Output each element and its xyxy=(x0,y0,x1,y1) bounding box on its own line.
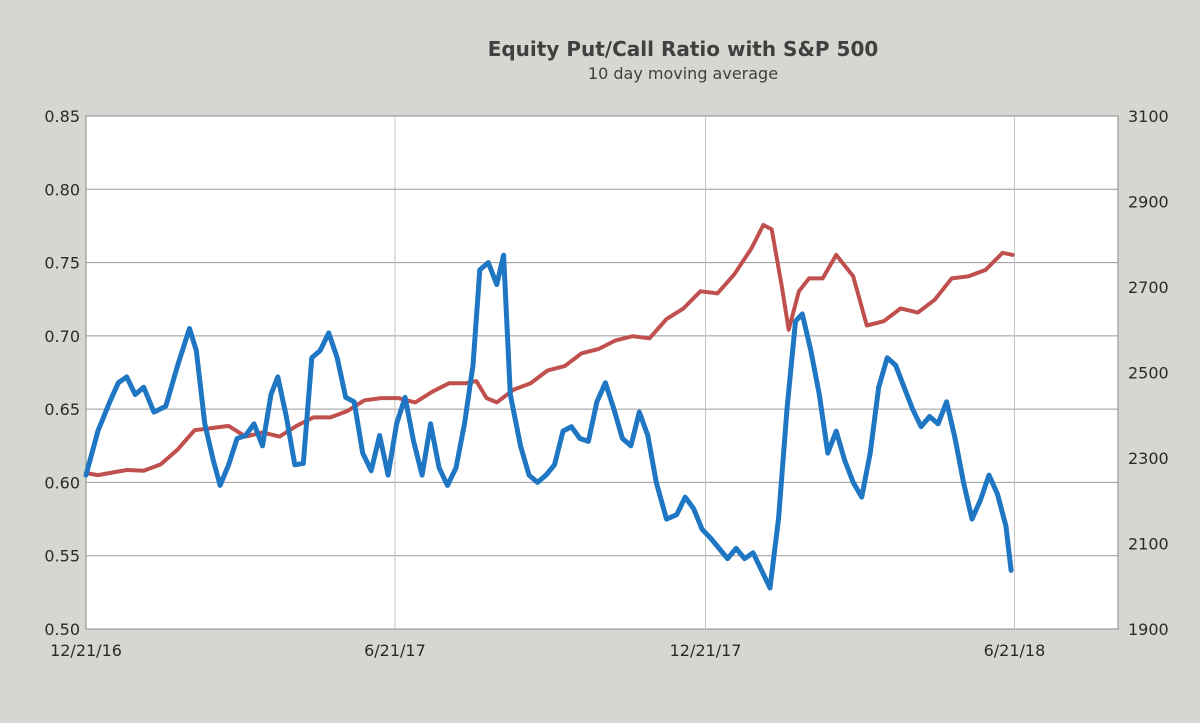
y-left-tick-label: 0.50 xyxy=(44,620,80,639)
x-tick-label: 12/21/17 xyxy=(670,641,742,660)
y-left-tick-label: 0.55 xyxy=(44,547,80,566)
y-right-tick-label: 2700 xyxy=(1128,278,1169,297)
vertical-gridlines xyxy=(394,116,1015,629)
x-tick-label: 6/21/18 xyxy=(984,641,1046,660)
y-right-tick-label: 1900 xyxy=(1128,620,1169,639)
chart-subtitle: 10 day moving average xyxy=(588,64,778,83)
y-right-tick-label: 2900 xyxy=(1128,193,1169,212)
x-axis-ticks: 12/21/16 6/21/17 12/21/17 6/21/18 xyxy=(50,641,1045,660)
x-tick-label: 6/21/17 xyxy=(364,641,426,660)
y-left-tick-label: 0.60 xyxy=(44,473,80,492)
x-tick-label: 12/21/16 xyxy=(50,641,122,660)
chart-title: Equity Put/Call Ratio with S&P 500 xyxy=(488,37,879,61)
plot-area xyxy=(85,115,1119,630)
y-right-tick-label: 2300 xyxy=(1128,449,1169,468)
y-left-tick-label: 0.85 xyxy=(44,107,80,126)
horizontal-gridlines xyxy=(86,188,1118,557)
y-right-tick-label: 3100 xyxy=(1128,107,1169,126)
y-axis-right-ticks: 1900 2100 2300 2500 2700 2900 3100 xyxy=(1128,107,1169,639)
y-left-tick-label: 0.80 xyxy=(44,180,80,199)
y-right-tick-label: 2100 xyxy=(1128,535,1169,554)
y-right-tick-label: 2500 xyxy=(1128,364,1169,383)
series-layer xyxy=(83,223,1015,591)
y-left-tick-label: 0.70 xyxy=(44,327,80,346)
series-line-left-axis xyxy=(83,252,1014,591)
y-left-tick-label: 0.65 xyxy=(44,400,80,419)
y-left-tick-label: 0.75 xyxy=(44,254,80,273)
y-axis-left-ticks: 0.50 0.55 0.60 0.65 0.70 0.75 0.80 0.85 xyxy=(44,107,80,639)
